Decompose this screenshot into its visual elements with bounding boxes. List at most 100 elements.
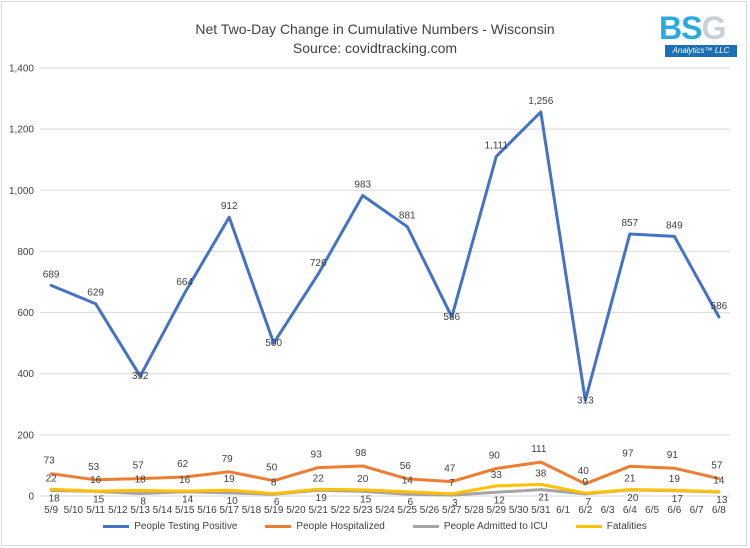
data-label-positive: 1,256 — [528, 96, 553, 107]
x-tick-label: 5/24 — [375, 505, 395, 516]
x-tick-label: 5/20 — [286, 505, 306, 516]
x-tick-label: 5/27 — [442, 505, 462, 516]
y-tick-label: 1,000 — [9, 186, 34, 197]
x-tick-label: 6/3 — [601, 505, 615, 516]
logo-mark-left: BS — [659, 10, 702, 46]
data-label-fatalities: 7 — [449, 478, 455, 489]
data-label-hospitalized: 53 — [88, 462, 100, 473]
x-tick-label: 5/18 — [242, 505, 262, 516]
data-label-fatalities: 16 — [90, 475, 102, 486]
x-tick-label: 6/8 — [712, 505, 726, 516]
data-label-positive: 392 — [132, 371, 149, 382]
series-lines — [49, 110, 721, 497]
data-label-hospitalized: 79 — [222, 454, 234, 465]
data-label-hospitalized: 56 — [400, 461, 412, 472]
data-label-fatalities: 16 — [179, 475, 191, 486]
legend-item: People Admitted to ICU — [412, 521, 548, 532]
data-label-icu: 6 — [407, 497, 413, 508]
y-tick-label: 800 — [17, 247, 34, 258]
data-label-hospitalized: 93 — [311, 450, 323, 461]
data-label-icu: 7 — [586, 497, 592, 508]
series-line-people-testing-positive — [49, 110, 721, 402]
data-label-hospitalized: 97 — [622, 448, 634, 459]
x-tick-label: 5/15 — [175, 505, 195, 516]
bsg-logo: BSG Analytics™ LLC — [655, 12, 739, 60]
x-tick-label: 6/1 — [556, 505, 570, 516]
data-label-icu: 13 — [716, 495, 728, 506]
legend-label: People Admitted to ICU — [443, 521, 548, 532]
data-label-fatalities: 19 — [224, 474, 236, 485]
data-label-icu: 10 — [227, 496, 239, 507]
legend-item: People Testing Positive — [103, 521, 237, 532]
y-tick-label: 400 — [17, 369, 34, 380]
data-label-positive: 983 — [354, 179, 371, 190]
data-label-icu: 21 — [538, 493, 550, 504]
x-tick-label: 5/23 — [353, 505, 373, 516]
data-label-fatalities: 9 — [583, 477, 589, 488]
x-tick-label: 5/26 — [420, 505, 440, 516]
x-tick-label: 6/5 — [645, 505, 659, 516]
x-tick-label: 5/14 — [153, 505, 173, 516]
data-label-positive: 664 — [176, 277, 193, 288]
y-tick-label: 0 — [28, 492, 34, 503]
x-tick-label: 6/2 — [578, 505, 592, 516]
data-label-hospitalized: 73 — [44, 456, 56, 467]
data-label-positive: 849 — [666, 220, 683, 231]
data-label-icu: 17 — [672, 494, 684, 505]
data-label-positive: 500 — [265, 338, 282, 349]
x-tick-label: 6/7 — [690, 505, 704, 516]
legend-swatch — [103, 524, 130, 528]
x-tick-label: 5/16 — [197, 505, 217, 516]
series-line-people-hospitalized — [49, 460, 721, 486]
data-label-fatalities: 14 — [713, 476, 725, 487]
data-label-icu: 18 — [49, 493, 61, 504]
legend-swatch — [412, 524, 439, 528]
logo-mark: BSG — [659, 12, 735, 44]
x-tick-label: 5/21 — [308, 505, 328, 516]
legend-item: Fatalities — [575, 521, 647, 532]
x-tick-label: 5/25 — [398, 505, 418, 516]
data-label-hospitalized: 40 — [578, 466, 590, 477]
y-tick-label: 200 — [17, 430, 34, 441]
x-tick-label: 5/17 — [219, 505, 239, 516]
series-line-fatalities — [49, 482, 721, 496]
x-tick-label: 5/30 — [509, 505, 529, 516]
data-label-positive: 1,111 — [485, 140, 509, 151]
y-tick-label: 1,200 — [9, 125, 34, 136]
legend-swatch — [265, 524, 292, 528]
gridlines — [40, 67, 730, 497]
data-label-hospitalized: 62 — [177, 459, 189, 470]
chart-subtitle: Source: covidtracking.com — [292, 40, 458, 56]
data-label-icu: 14 — [182, 495, 194, 506]
x-tick-label: 5/19 — [264, 505, 284, 516]
data-label-icu: 15 — [360, 494, 372, 505]
y-tick-label: 1,400 — [9, 64, 34, 75]
data-label-positive: 313 — [577, 395, 594, 406]
data-label-icu: 19 — [316, 493, 328, 504]
data-label-fatalities: 22 — [313, 473, 325, 484]
data-label-positive: 912 — [221, 201, 238, 212]
data-label-hospitalized: 57 — [133, 461, 145, 472]
data-label-hospitalized: 47 — [444, 464, 456, 475]
data-label-fatalities: 21 — [624, 474, 636, 485]
x-tick-label: 5/22 — [331, 505, 351, 516]
data-label-icu: 3 — [452, 498, 458, 509]
x-tick-label: 5/10 — [64, 505, 84, 516]
data-label-hospitalized: 91 — [667, 450, 679, 461]
data-label-hospitalized: 57 — [711, 461, 723, 472]
x-tick-label: 5/12 — [108, 505, 128, 516]
x-tick-label: 6/6 — [667, 505, 681, 516]
data-label-hospitalized: 50 — [266, 463, 278, 474]
data-label-positive: 881 — [399, 211, 416, 222]
data-label-icu: 6 — [274, 497, 280, 508]
data-labels: 6896293926649125007269838815861,1111,256… — [43, 96, 728, 509]
data-label-fatalities: 33 — [491, 470, 503, 481]
data-label-hospitalized: 111 — [531, 444, 547, 455]
data-label-positive: 726 — [310, 258, 327, 269]
data-label-hospitalized: 90 — [489, 450, 501, 461]
x-tick-label: 5/28 — [464, 505, 484, 516]
y-axis: 0 200 400 600 800 1,000 1,200 1,400 — [9, 64, 34, 503]
legend-item: People Hospitalized — [265, 521, 385, 532]
x-tick-label: 5/11 — [86, 505, 105, 516]
chart-title-block: Net Two-Day Change in Cumulative Numbers… — [0, 20, 750, 58]
